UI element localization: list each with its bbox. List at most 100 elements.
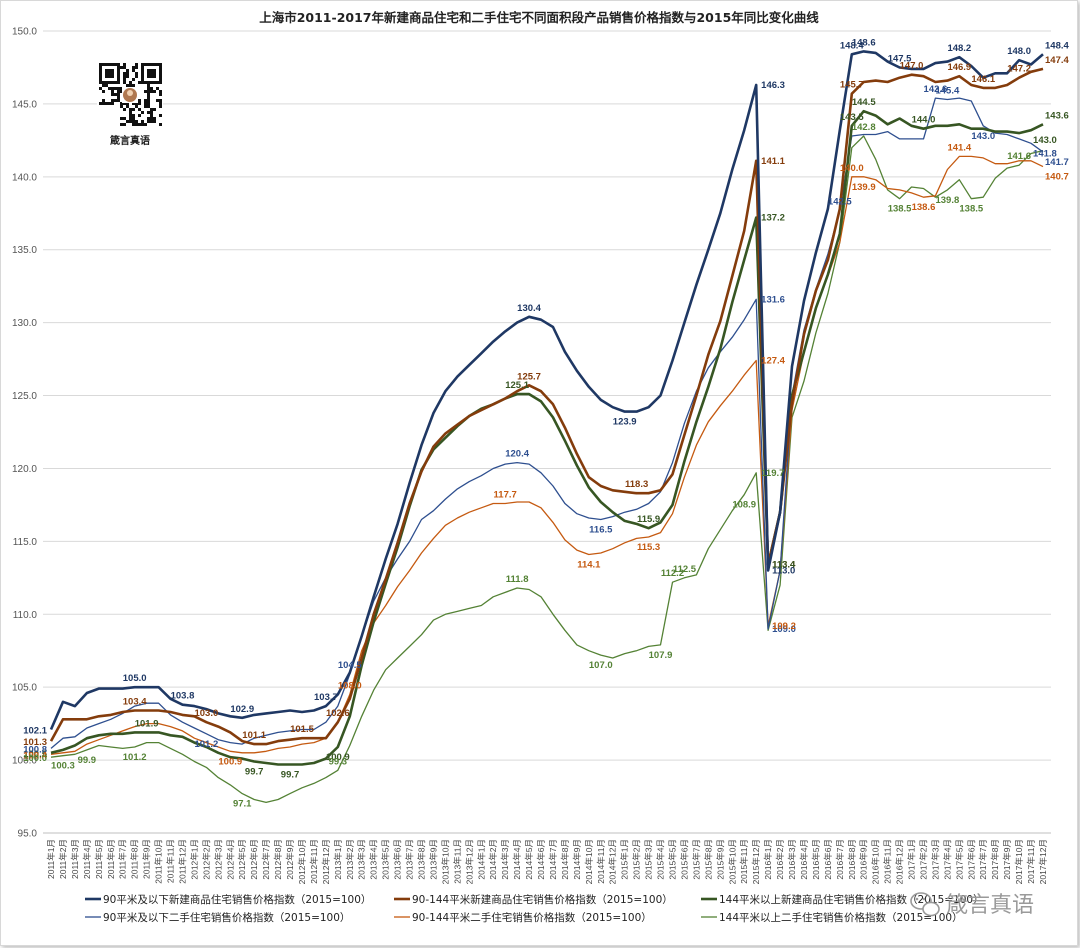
y-tick-label: 150.0 — [12, 27, 37, 38]
x-tick-label: 2017年12月 — [1038, 839, 1048, 884]
data-label: 113.0 — [772, 566, 795, 577]
data-label: 105.0 — [123, 673, 147, 684]
x-tick-label: 2011年9月 — [142, 839, 152, 879]
x-tick-label: 2012年9月 — [285, 839, 295, 880]
x-tick-label: 2011年5月 — [94, 839, 104, 879]
x-tick-label: 2016年2月 — [775, 839, 785, 880]
data-label: 125.1 — [505, 380, 529, 391]
x-tick-label: 2012年1月 — [189, 839, 199, 880]
data-label: 101.1 — [242, 730, 266, 741]
data-label: 113.4 — [772, 560, 796, 571]
data-label: 138.6 — [912, 202, 936, 213]
x-tick-label: 2013年1月 — [333, 839, 343, 880]
x-tick-label: 2015年2月 — [632, 839, 642, 880]
x-tick-label: 2014年1月 — [476, 839, 486, 880]
x-tick-label: 2014年4月 — [512, 839, 522, 880]
x-tick-label: 2012年7月 — [261, 839, 271, 880]
series-line-4 — [50, 97, 1044, 749]
data-label: 115.9 — [637, 514, 660, 525]
x-tick-label: 2013年6月 — [393, 839, 403, 880]
data-label: 97.1 — [233, 799, 252, 810]
x-tick-label: 2011年10月 — [154, 839, 164, 884]
x-tick-label: 2017年4月 — [942, 839, 952, 880]
data-label: 99.7 — [245, 767, 264, 778]
data-label: 143.0 — [971, 131, 995, 142]
data-label: 102.6 — [326, 708, 350, 719]
data-label: 146.3 — [761, 80, 785, 91]
y-tick-label: 125.0 — [12, 391, 37, 402]
data-label: 120.4 — [505, 449, 529, 460]
data-label: 103.4 — [123, 697, 147, 708]
x-tick-label: 2015年4月 — [656, 839, 666, 880]
data-label: 143.0 — [1033, 135, 1057, 146]
x-tick-label: 2014年2月 — [488, 839, 498, 880]
x-tick-label: 2012年12月 — [321, 839, 331, 884]
series-lines — [49, 50, 1044, 804]
legend-item-6: 144平米以上二手住宅销售价格指数（2015=100） — [701, 911, 963, 924]
data-label: 100.0 — [23, 753, 47, 764]
data-label: 112.5 — [673, 564, 697, 575]
data-label: 138.5 — [888, 204, 912, 215]
data-label: 144.0 — [912, 115, 936, 126]
data-label: 103.0 — [194, 708, 218, 719]
data-label: 142.8 — [852, 122, 876, 133]
data-label: 148.0 — [1007, 46, 1031, 57]
x-tick-label: 2012年5月 — [237, 839, 247, 880]
data-label: 142.6 — [924, 84, 948, 95]
x-tick-label: 2015年11月 — [739, 839, 749, 884]
data-label: 131.6 — [761, 294, 785, 305]
data-label: 101.2 — [194, 739, 218, 750]
x-tick-label: 2011年12月 — [177, 839, 187, 884]
y-tick-label: 115.0 — [13, 537, 38, 548]
data-label: 146.9 — [947, 62, 971, 73]
legend-label: 90平米及以下新建商品住宅销售价格指数（2015=100） — [103, 893, 371, 906]
x-tick-label: 2015年1月 — [620, 839, 630, 880]
x-tick-label: 2017年7月 — [978, 839, 988, 880]
legend-label: 90-144平米二手住宅销售价格指数（2015=100） — [412, 911, 652, 924]
data-label: 101.3 — [23, 737, 47, 748]
data-label: 109.0 — [772, 624, 796, 635]
x-tick-label: 2011年11月 — [166, 839, 176, 883]
data-label: 117.7 — [494, 489, 517, 500]
x-tick-label: 2011年7月 — [118, 839, 128, 879]
x-tick-label: 2017年1月 — [907, 839, 917, 880]
y-tick-label: 140.0 — [12, 172, 37, 183]
qr-code-icon — [97, 61, 163, 129]
x-tick-label: 2017年2月 — [918, 839, 928, 880]
series-line-3 — [50, 109, 1044, 766]
legend-label: 144平米以上二手住宅销售价格指数（2015=100） — [719, 911, 963, 924]
data-label: 101.9 — [135, 718, 159, 729]
data-label: 141.1 — [761, 156, 785, 167]
data-label: 100.9 — [218, 756, 242, 767]
y-tick-label: 95.0 — [18, 829, 38, 840]
y-tick-label: 100.0 — [12, 756, 37, 767]
x-tick-label: 2012年2月 — [201, 839, 211, 880]
data-label: 102.9 — [230, 704, 254, 715]
x-tick-label: 2013年8月 — [417, 839, 427, 880]
legend-label: 90平米及以下二手住宅销售价格指数（2015=100） — [103, 911, 350, 924]
x-tick-label: 2011年3月 — [70, 839, 80, 879]
y-tick-label: 130.0 — [12, 318, 37, 329]
data-label: 130.4 — [517, 303, 541, 314]
watermark: 箴言真语 — [910, 892, 1034, 918]
data-label: 99.3 — [329, 756, 348, 767]
data-label: 99.7 — [281, 769, 300, 780]
y-tick-label: 105.0 — [12, 683, 37, 694]
data-label: 147.5 — [888, 53, 912, 64]
series-line-2 — [49, 67, 1044, 746]
data-label: 104.5 — [338, 660, 362, 671]
brand-name: 箴言真语 — [109, 134, 150, 147]
x-tick-label: 2017年3月 — [930, 839, 940, 880]
x-tick-label: 2017年9月 — [1002, 839, 1012, 880]
x-tick-label: 2016年6月 — [823, 839, 833, 880]
x-tick-label: 2012年8月 — [273, 839, 283, 880]
x-tick-label: 2016年1月 — [763, 839, 773, 880]
x-tick-label: 2014年12月 — [608, 839, 618, 884]
x-tick-label: 2014年10月 — [584, 839, 594, 884]
x-tick-label: 2015年8月 — [703, 839, 713, 880]
x-tick-label: 2012年6月 — [249, 839, 259, 880]
series-line-1 — [49, 50, 1044, 731]
x-tick-label: 2016年8月 — [847, 839, 857, 880]
y-tick-label: 110.0 — [13, 610, 38, 621]
legend-label: 144平米以上新建商品住宅销售价格指数（2015=100） — [719, 893, 984, 906]
